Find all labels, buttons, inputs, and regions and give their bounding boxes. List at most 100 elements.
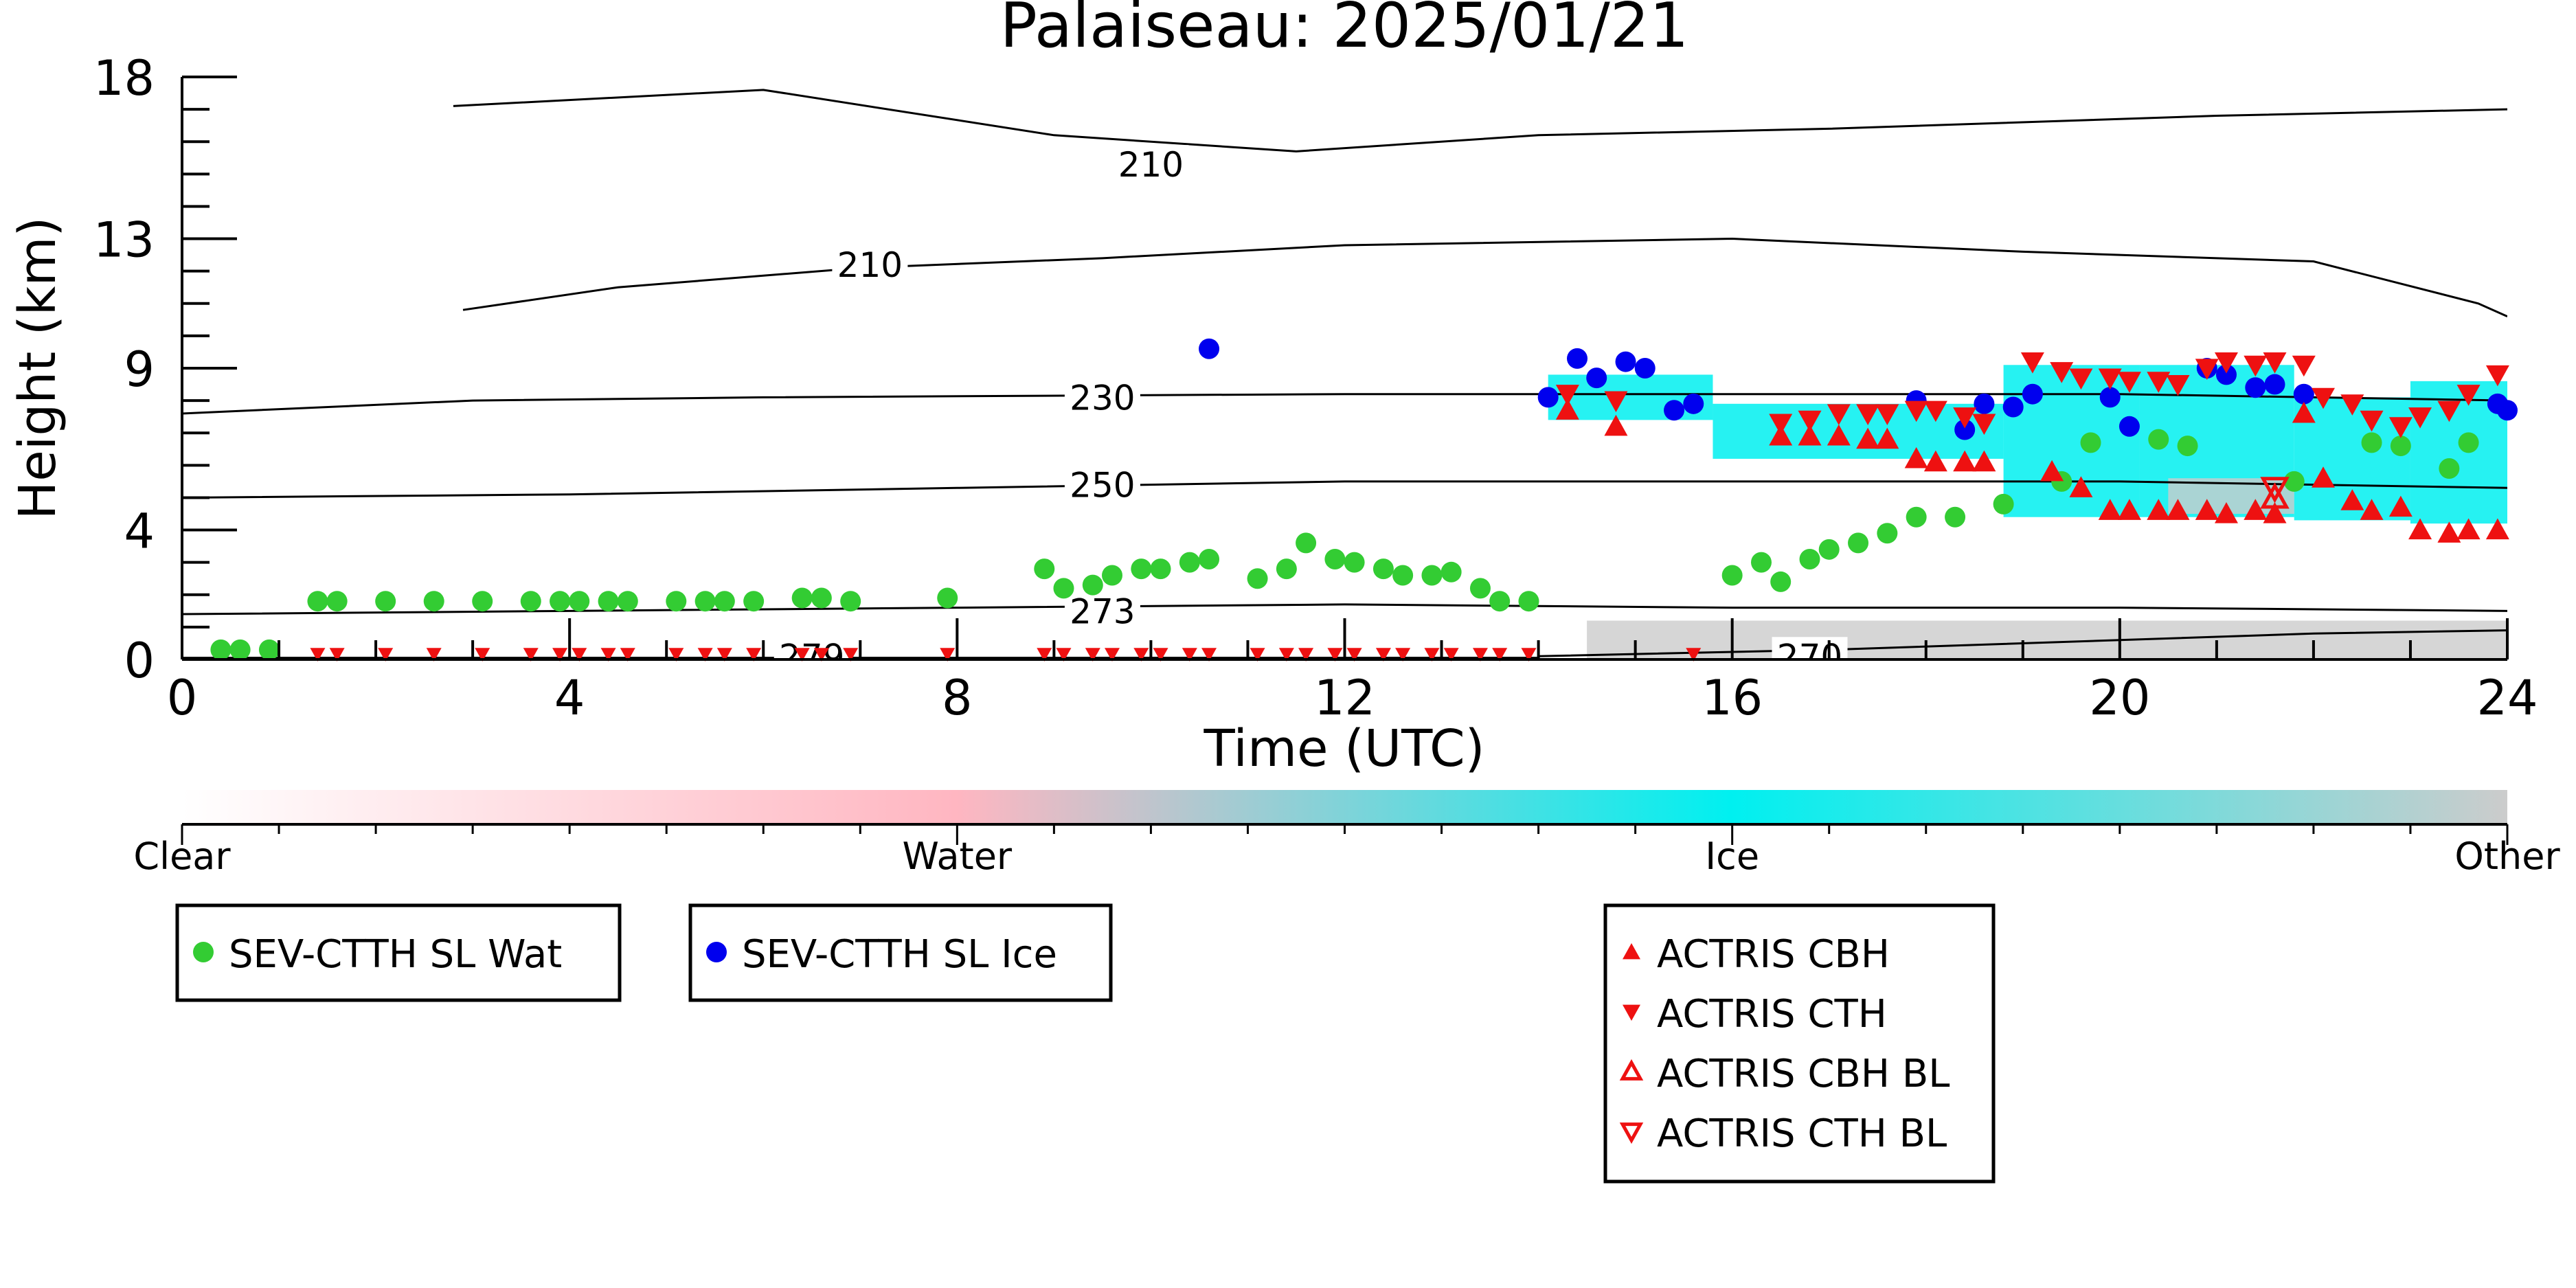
data-point	[668, 648, 684, 662]
contour-line	[453, 89, 2507, 152]
data-point	[1521, 648, 1537, 662]
legend-marker	[1619, 1122, 1644, 1144]
data-point	[472, 591, 493, 612]
data-point	[1923, 400, 1947, 422]
data-point	[1199, 548, 1220, 569]
data-point	[1750, 552, 1772, 573]
data-point	[2117, 372, 2141, 393]
data-point	[2020, 352, 2044, 374]
data-point	[2080, 432, 2101, 453]
data-point	[2260, 482, 2290, 509]
contour-label-bg	[1064, 378, 1140, 417]
data-point	[620, 648, 635, 662]
data-point	[1056, 648, 1072, 662]
data-point	[2022, 383, 2043, 405]
data-point	[1770, 571, 1792, 592]
data-point	[1372, 558, 1394, 580]
colorbar-labels: Clear Water Ice Other	[133, 835, 2560, 878]
legend-entry: ACTRIS CTH	[1657, 992, 1887, 1037]
data-point	[1472, 648, 1488, 662]
data-point	[1798, 424, 1822, 446]
data-point	[2388, 495, 2413, 517]
legend-marker	[1623, 1004, 1640, 1021]
data-point	[1604, 391, 1628, 413]
data-point	[843, 648, 859, 662]
data-point	[2390, 436, 2411, 457]
data-point	[1296, 532, 1317, 554]
data-point	[2456, 518, 2481, 540]
data-point	[1375, 648, 1391, 662]
data-point	[210, 639, 231, 660]
data-point	[2340, 489, 2364, 510]
colorbar-label: Clear	[133, 835, 231, 878]
data-point	[2098, 368, 2122, 390]
data-point	[1818, 539, 1840, 560]
data-point	[2340, 394, 2364, 416]
data-point	[326, 591, 348, 612]
data-point	[2040, 460, 2064, 482]
contour-label-bg	[773, 637, 850, 659]
data-point	[716, 648, 732, 662]
data-point	[550, 591, 571, 612]
data-point	[1537, 387, 1559, 408]
data-point	[2456, 385, 2481, 406]
legend-marker	[706, 942, 727, 962]
data-point	[2360, 499, 2384, 520]
data-point	[2263, 352, 2287, 374]
contour-label-bg	[1064, 465, 1140, 504]
data-point	[697, 648, 713, 662]
data-point	[1721, 565, 1743, 586]
contour-line	[182, 603, 2507, 615]
data-point	[1856, 427, 1880, 449]
legend-entry: ACTRIS CBH	[1657, 932, 1890, 977]
data-point	[2195, 359, 2219, 380]
data-point	[1634, 358, 1656, 379]
data-point	[2214, 352, 2238, 374]
data-point	[840, 591, 861, 612]
legend-marker	[1623, 943, 1640, 960]
contour-label-bg	[832, 245, 908, 284]
data-point	[2361, 432, 2382, 453]
colorbar-ticks	[181, 824, 2509, 845]
data-point	[2293, 383, 2314, 405]
data-point	[1469, 578, 1491, 599]
data-point	[1346, 648, 1362, 662]
axes: 0 4 8 12 16 20 24 0 4 9 13 18	[93, 50, 2538, 726]
data-point	[375, 591, 396, 612]
data-point	[1555, 398, 1579, 420]
data-point	[940, 648, 956, 662]
contour-label-bg	[1113, 145, 1189, 184]
data-point	[1082, 574, 1103, 596]
data-point	[1954, 419, 1976, 440]
data-point	[2292, 355, 2316, 377]
data-point	[937, 587, 958, 609]
data-point	[2214, 502, 2238, 523]
data-point	[1586, 368, 1607, 389]
data-point	[1131, 558, 1152, 580]
data-point	[307, 591, 328, 612]
cloud-region-other	[1587, 620, 2507, 659]
data-point	[1179, 552, 1200, 573]
legend-box	[1603, 903, 1996, 1184]
data-point	[2215, 364, 2237, 385]
legend-entry: ACTRIS CTH BL	[1657, 1111, 1947, 1156]
data-point	[2437, 521, 2461, 543]
data-point	[310, 648, 326, 662]
data-point	[1085, 648, 1100, 662]
data-point	[1993, 493, 2014, 515]
data-point	[2388, 417, 2413, 438]
data-point	[617, 591, 638, 612]
y-axis-label: Height (km)	[8, 217, 67, 520]
data-point	[1278, 648, 1294, 662]
data-point	[2458, 432, 2479, 453]
data-point	[1769, 424, 1793, 446]
data-point	[1945, 506, 1966, 528]
data-point	[1827, 404, 1851, 425]
data-point	[813, 648, 829, 662]
legend-entry: SEV-CTTH SL Ice	[742, 932, 1057, 977]
contour-label: 210	[837, 245, 903, 285]
y-tick-label: 18	[93, 50, 155, 106]
data-point	[2002, 396, 2024, 418]
data-point	[2485, 518, 2509, 540]
data-point	[794, 648, 810, 662]
